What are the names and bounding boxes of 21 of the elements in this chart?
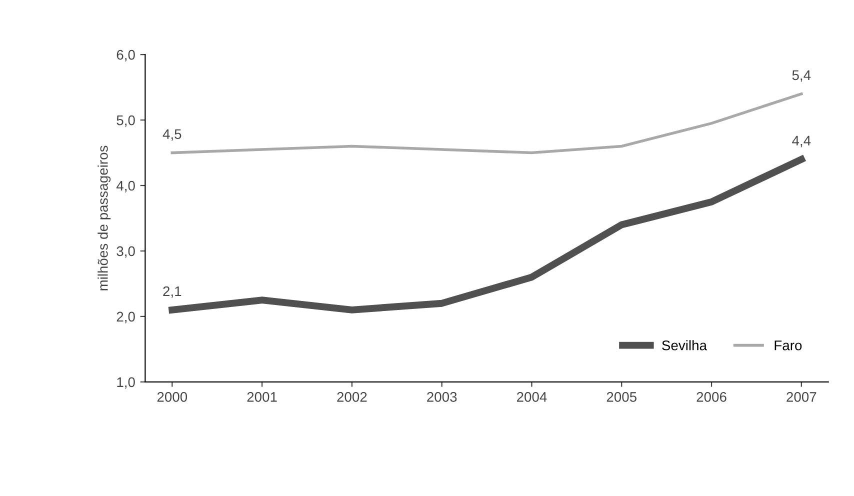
x-tick-label: 2003 <box>427 392 457 402</box>
y-tick-label: 1,0 <box>117 377 135 389</box>
x-tick-label: 2000 <box>157 392 188 402</box>
y-tick-label: 5,0 <box>116 115 135 127</box>
x-tick-label: 2002 <box>337 392 367 402</box>
legend-label: Sevilha <box>662 340 707 350</box>
x-tick-label: 2005 <box>606 392 636 402</box>
data-label: 2,1 <box>163 286 182 298</box>
data-label: 4,5 <box>162 129 182 141</box>
x-tick-label: 2006 <box>696 392 726 402</box>
data-label: 5,4 <box>792 70 811 82</box>
y-tick-label: 2,0 <box>116 312 135 324</box>
y-tick-label: 3,0 <box>116 246 135 258</box>
legend-label: Faro <box>774 340 802 350</box>
x-tick-label: 2004 <box>516 392 547 402</box>
y-axis-title: milhões de passageiros <box>98 146 111 290</box>
x-tick-label: 2001 <box>247 392 277 402</box>
data-label: 4,4 <box>792 136 811 148</box>
y-tick-label: 4,0 <box>116 180 135 192</box>
x-tick-label: 2007 <box>786 392 816 402</box>
y-tick-label: 6,0 <box>116 50 135 62</box>
